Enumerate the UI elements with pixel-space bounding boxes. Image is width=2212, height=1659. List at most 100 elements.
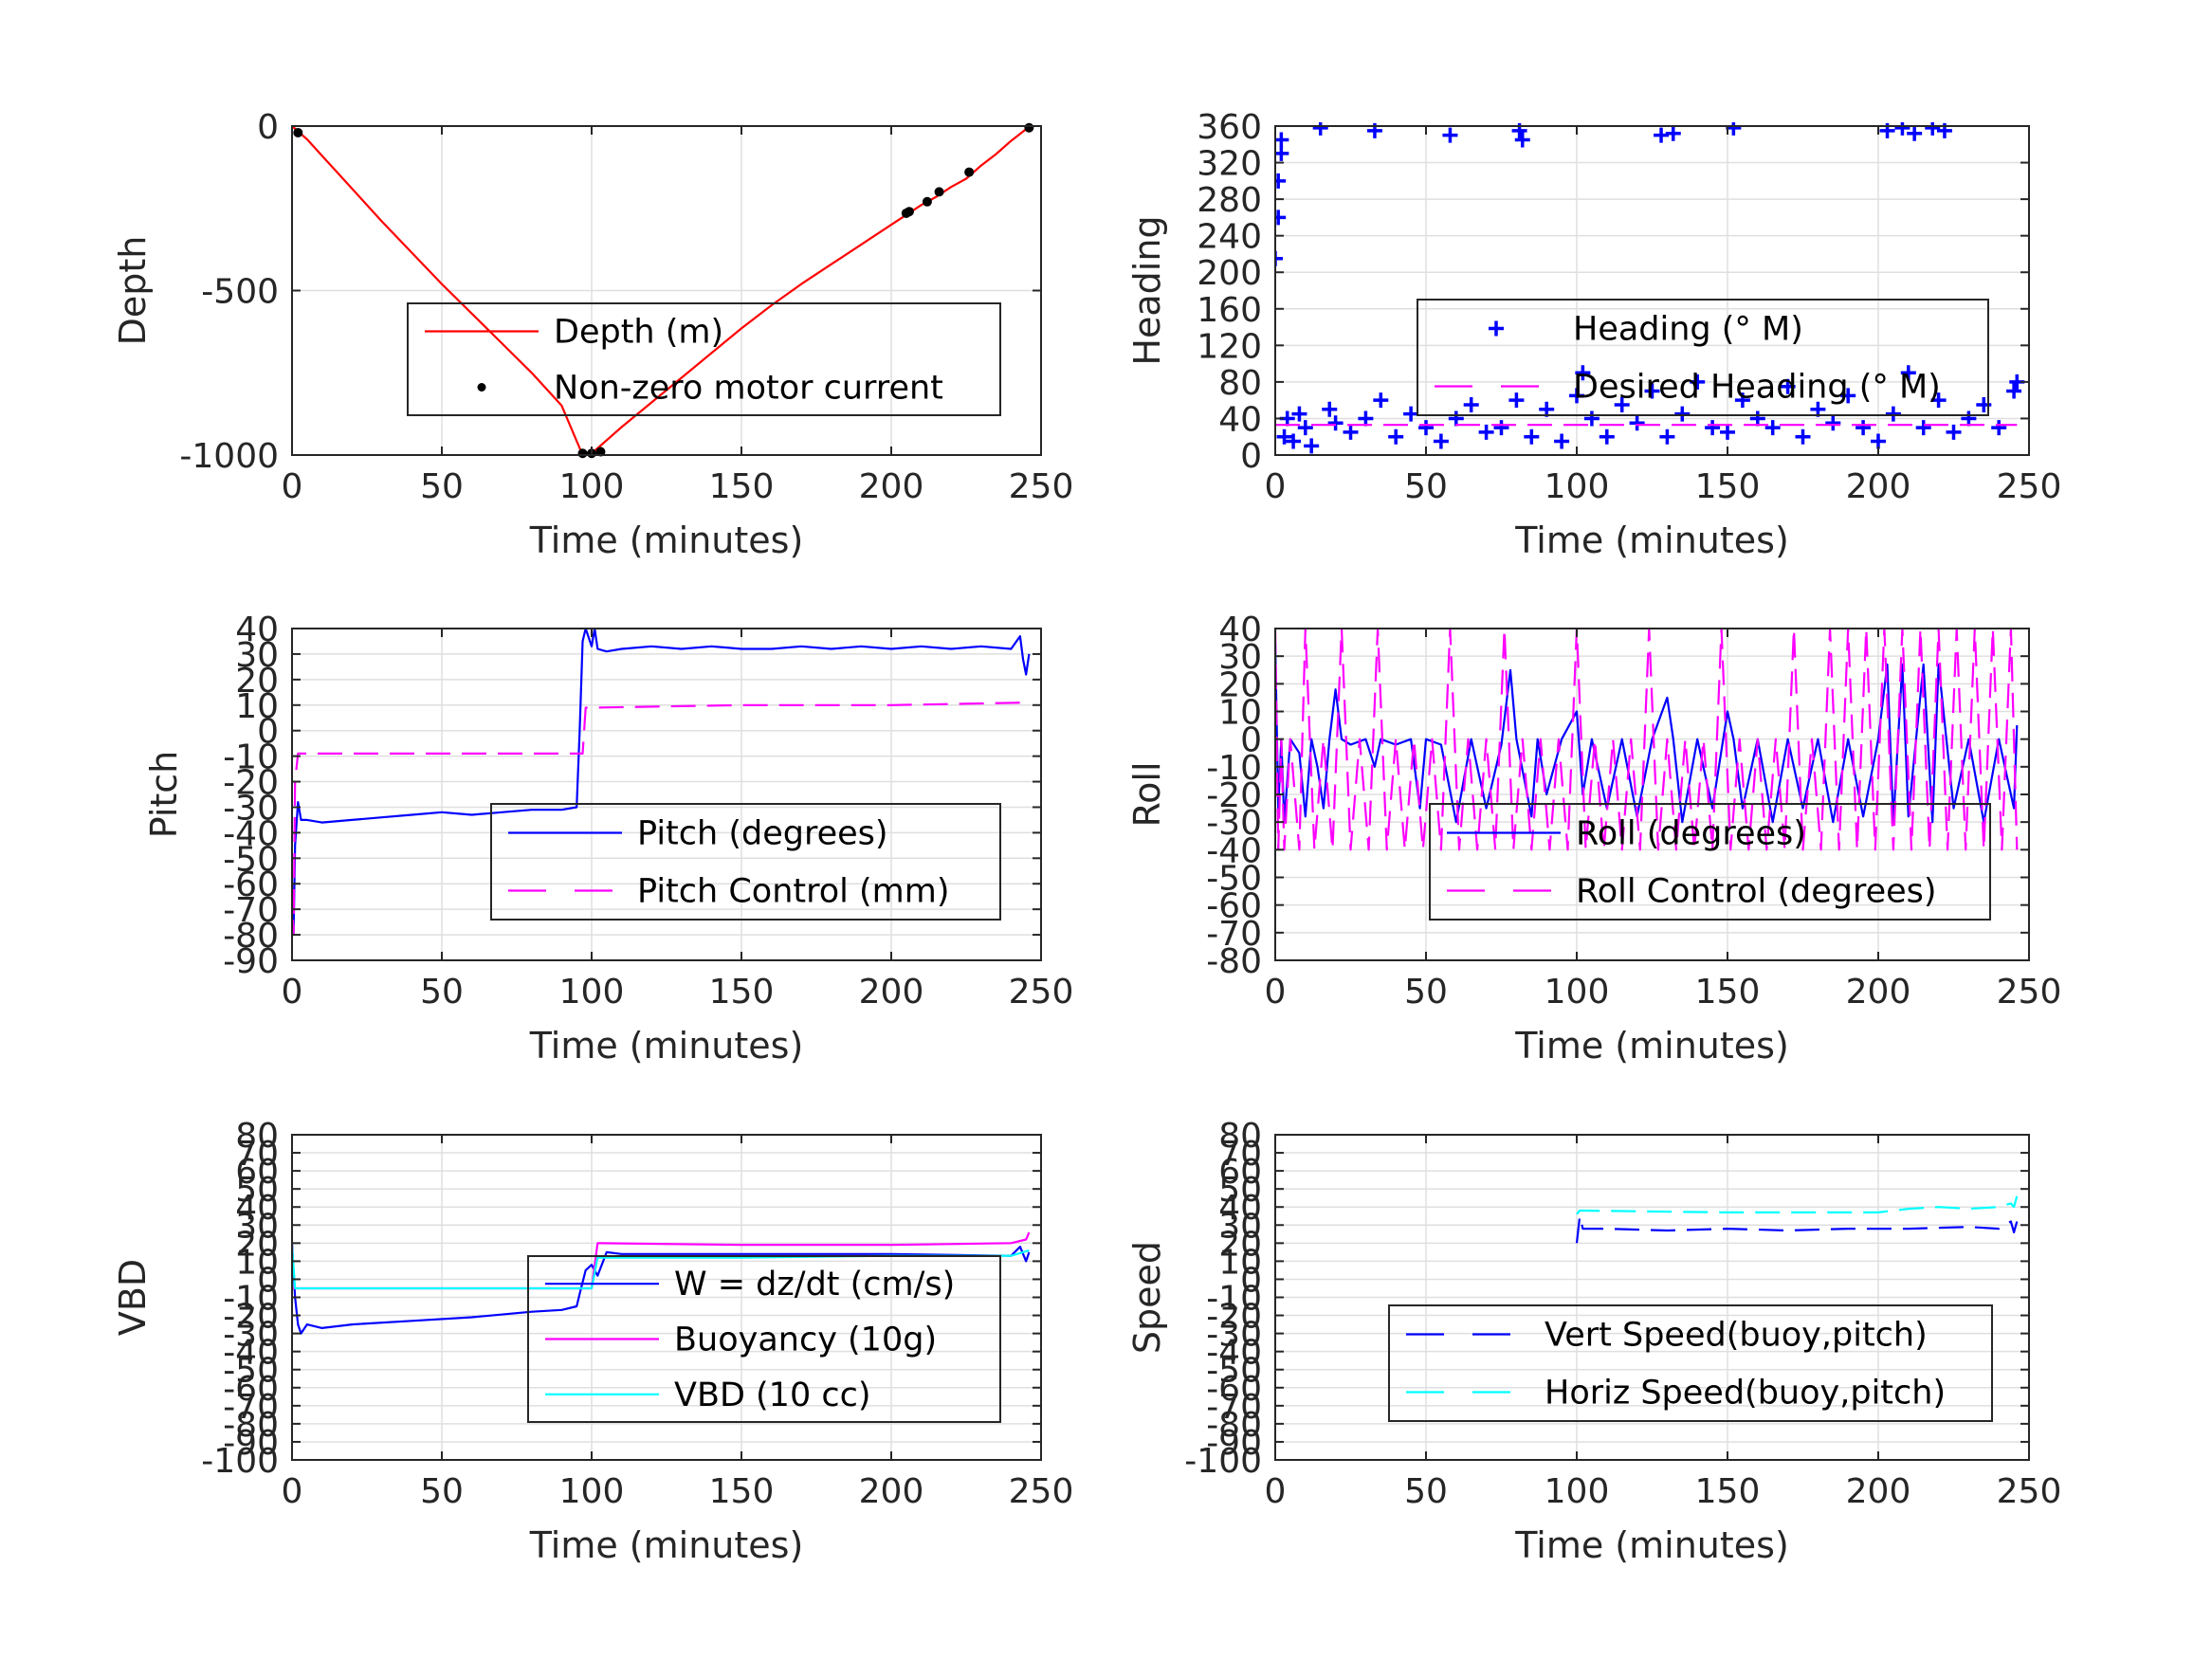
y-tick-label: -1000 [179,437,279,476]
y-axis-label: Heading [1126,215,1168,365]
x-tick-label: 250 [1997,1472,2062,1511]
x-tick-label: 0 [282,1472,303,1511]
chart-panel-4: 0 50 100 150 200 250403020100-10-20-30-40-50-… [1126,611,2061,1066]
y-tick-label: 80 [235,1117,279,1156]
data-point [1705,420,1721,436]
y-tick-label: -70 [223,891,279,930]
data-point [1654,127,1670,143]
data-point [1327,415,1344,431]
legend-label: VBD (10 cc) [674,1376,871,1414]
data-point [1524,428,1540,445]
data-point [1961,410,1977,427]
x-tick-label: 0 [1265,973,1287,1012]
x-tick-label: 100 [1545,1472,1610,1511]
x-tick-label: 200 [1846,973,1911,1012]
data-point [1840,388,1856,404]
data-point [1442,127,1458,143]
data-point [904,207,914,217]
x-tick-label: 200 [859,467,924,506]
y-tick-label: 0 [257,713,279,752]
data-point [1614,396,1630,412]
data-point [1665,125,1681,141]
legend-label: Pitch (degrees) [637,815,888,853]
data-point [1856,420,1872,436]
data-point [1343,424,1359,440]
data-point [934,187,944,197]
y-tick-label: 20 [235,1225,279,1264]
data-point [1433,433,1449,449]
x-tick-label: 0 [282,467,303,506]
y-tick-label: -70 [223,1388,279,1427]
data-point [1388,428,1404,445]
y-tick-label: 20 [1218,665,1262,704]
x-tick-label: 100 [559,1472,625,1511]
x-tick-label: 100 [559,467,625,506]
data-point [1478,424,1494,440]
y-tick-label: 10 [1218,694,1262,733]
x-tick-label: 100 [1545,973,1610,1012]
y-tick-label: 30 [235,636,279,675]
y-tick-label: 160 [1197,291,1262,330]
y-tick-label: -60 [223,1370,279,1409]
legend-box [1388,1304,1993,1422]
legend: Depth (m) Non-zero motor current [407,302,1001,416]
legend: Heading (° M) Desired Heading (° M) [1417,299,1989,416]
data-point [1312,122,1328,136]
axes-box [291,628,1042,961]
legend: Roll (degrees) Roll Control (degrees) [1429,803,1991,921]
y-tick-label: -80 [1206,942,1262,981]
y-tick-label: -20 [223,764,279,803]
y-tick-label: -10 [223,1280,279,1319]
data-point [1749,410,1765,427]
data-point [1795,428,1811,445]
y-axis-label: Depth [112,236,154,346]
data-point [1764,420,1781,436]
legend-label: Non-zero motor current [554,370,943,408]
data-point [1275,210,1287,226]
x-tick-label: 200 [859,973,924,1012]
x-tick-label: 250 [1009,467,1074,506]
x-axis-label: Time (minutes) [529,1025,804,1066]
y-tick-label: -10 [1206,1280,1262,1319]
data-point [1907,125,1923,141]
data-point [1885,406,1901,422]
y-axis-label: Roll [1126,761,1168,827]
data-point [1991,420,2007,436]
data-point [1644,383,1660,399]
data-point [1276,428,1292,445]
y-axis-label: VBD [112,1259,154,1336]
legend: Pitch (degrees) Pitch Control (mm) [490,803,1001,921]
chart-panel-5: 0 50 100 150 200 25080706050403020100-10-20-3… [112,1117,1073,1566]
y-tick-label: 60 [1218,1153,1262,1192]
y-tick-label: 0 [1240,1261,1262,1300]
data-point [1690,374,1706,390]
data-point [1373,392,1389,409]
data-point [1946,424,1962,440]
x-tick-label: 200 [1846,1472,1911,1511]
series-line [1275,642,2019,824]
series-line [292,125,1031,457]
y-tick-label: -40 [223,814,279,853]
x-axis-label: Time (minutes) [1514,520,1789,561]
series-line [1275,627,2019,851]
data-point [1629,415,1645,431]
y-tick-label: -50 [223,1352,279,1391]
legend-label: Depth (m) [554,314,723,352]
data-point [1418,420,1434,436]
y-tick-label: 30 [1218,1207,1262,1246]
x-axis-label: Time (minutes) [1514,1025,1789,1066]
x-tick-label: 100 [1545,467,1610,506]
y-tick-label: 10 [1218,1243,1262,1282]
legend-label: Horiz Speed(buoy,pitch) [1545,1375,1946,1413]
y-tick-label: 40 [1218,400,1262,439]
x-tick-label: 150 [1695,1472,1761,1511]
data-point [922,196,932,207]
data-point [1448,410,1464,427]
y-tick-label: 10 [235,687,279,726]
y-tick-label: 0 [257,108,279,147]
y-tick-label: -60 [1206,1370,1262,1409]
y-tick-label: 200 [1197,254,1262,293]
data-point [1659,428,1675,445]
x-axis-label: Time (minutes) [529,520,804,561]
